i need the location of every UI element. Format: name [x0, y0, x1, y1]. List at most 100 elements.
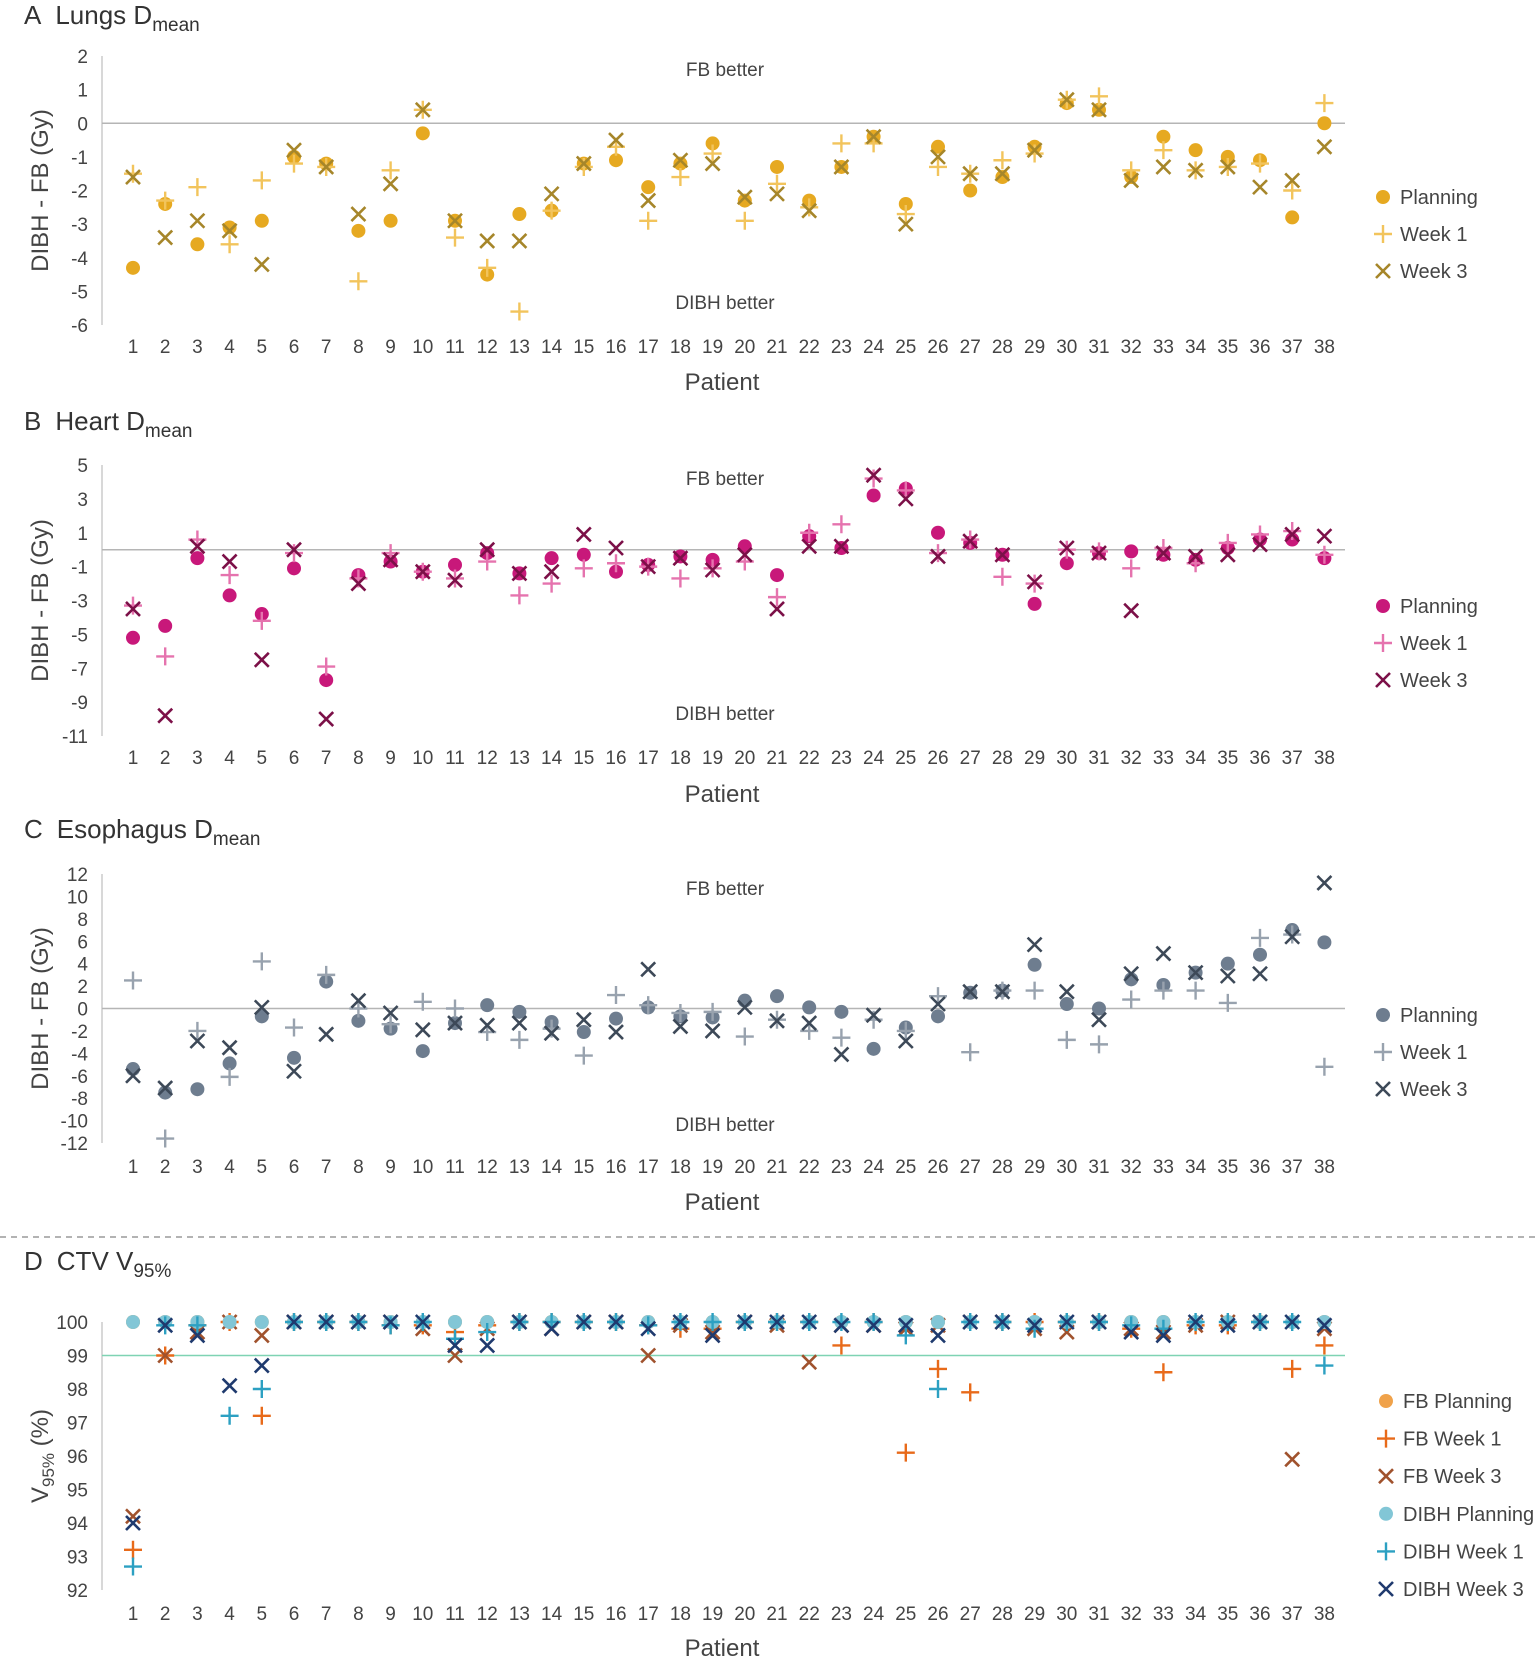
data-point [222, 1315, 237, 1329]
x-tick-label: 34 [1185, 337, 1207, 358]
data-point [447, 572, 463, 589]
data-point [865, 1007, 882, 1024]
data-point [1187, 548, 1204, 565]
data-point [1026, 573, 1043, 590]
y-tick-label: 0 [77, 114, 88, 135]
x-tick-label: 17 [638, 748, 659, 769]
data-point [608, 1024, 624, 1040]
series-week-3 [125, 875, 1333, 1096]
data-point [1090, 1035, 1108, 1054]
data-point [800, 1021, 819, 1040]
x-tick-label: 7 [321, 1157, 332, 1178]
data-point [1091, 101, 1107, 118]
x-tick-label: 9 [385, 1157, 396, 1178]
data-point [1058, 1314, 1075, 1330]
data-point [1091, 1011, 1107, 1028]
x-tick-label: 13 [509, 337, 530, 358]
panel-title: B Heart Dmean [24, 406, 192, 442]
data-point [608, 540, 624, 556]
x-tick-label: 14 [541, 748, 563, 769]
x-tick-label: 35 [1217, 1604, 1238, 1625]
data-point [576, 547, 591, 562]
y-tick-label: 98 [67, 1380, 88, 1401]
data-point [639, 211, 658, 230]
x-tick-label: 20 [734, 748, 755, 769]
x-tick-label: 10 [412, 1604, 433, 1625]
data-point [1284, 172, 1301, 189]
data-point [673, 156, 688, 171]
data-point [511, 1314, 528, 1330]
data-point [415, 1044, 430, 1059]
x-tick-label: 28 [992, 1604, 1013, 1625]
x-tick-label: 19 [702, 1157, 723, 1178]
data-point [833, 538, 850, 555]
data-point [832, 515, 851, 534]
data-point [414, 101, 431, 118]
x-tick-label: 16 [605, 748, 626, 769]
x-tick-label: 5 [257, 748, 268, 769]
x-tick-label: 6 [289, 1157, 300, 1178]
legend-label: FB Week 3 [1403, 1466, 1502, 1488]
x-tick-label: 29 [1024, 337, 1045, 358]
data-point [962, 533, 979, 550]
legend-label: Week 1 [1400, 633, 1467, 655]
data-point [479, 541, 496, 558]
data-point [607, 986, 625, 1005]
data-point [929, 987, 947, 1006]
x-tick-label: 15 [573, 748, 594, 769]
y-axis-title: DIBH - FB (Gy) [27, 109, 54, 272]
x-tick-label: 7 [321, 748, 332, 769]
x-tick-label: 21 [766, 1157, 787, 1178]
data-point [769, 1314, 785, 1330]
x-tick-label: 19 [702, 748, 723, 769]
data-point [189, 1327, 206, 1344]
x-tick-label: 30 [1056, 748, 1077, 769]
data-point [158, 1085, 173, 1100]
legend-marker [1377, 1542, 1395, 1561]
data-point [1252, 1314, 1268, 1330]
legend-marker [1374, 1043, 1392, 1061]
data-point [478, 552, 497, 571]
panel-title: D CTV V95% [24, 1246, 171, 1282]
x-tick-label: 28 [992, 1157, 1013, 1178]
data-point [1317, 1315, 1332, 1329]
data-point [253, 256, 270, 273]
data-point [833, 1317, 850, 1334]
data-point [832, 1313, 851, 1331]
data-point [124, 164, 142, 183]
data-point [317, 657, 336, 676]
data-point [220, 1406, 239, 1425]
x-tick-label: 31 [1088, 1157, 1109, 1178]
data-point [1058, 91, 1075, 108]
data-point [1284, 928, 1301, 945]
data-point [510, 1030, 529, 1049]
legend-marker [1376, 1008, 1390, 1022]
data-point [994, 546, 1011, 563]
data-point [1220, 956, 1235, 971]
data-point [157, 1080, 174, 1096]
data-point [479, 1337, 496, 1354]
x-tick-label: 7 [321, 1604, 332, 1625]
data-point [544, 551, 559, 566]
x-tick-label: 12 [477, 1604, 498, 1625]
y-tick-label: 97 [67, 1414, 88, 1435]
data-point [1251, 928, 1269, 947]
x-tick-label: 8 [353, 337, 364, 358]
x-tick-label: 25 [895, 1604, 916, 1625]
data-point [1315, 1336, 1334, 1355]
data-point [1315, 94, 1334, 113]
x-tick-label: 5 [257, 337, 268, 358]
x-tick-label: 12 [477, 748, 498, 769]
x-tick-label: 2 [160, 337, 171, 358]
data-point [575, 155, 592, 172]
data-point [221, 1377, 238, 1394]
x-tick-label: 24 [863, 337, 885, 358]
x-tick-label: 1 [128, 1604, 139, 1625]
data-point [254, 1315, 269, 1329]
x-tick-label: 12 [477, 1157, 498, 1178]
data-point [896, 1326, 915, 1345]
data-point [800, 198, 819, 217]
y-tick-label: -11 [62, 727, 88, 748]
data-point [961, 1383, 980, 1402]
